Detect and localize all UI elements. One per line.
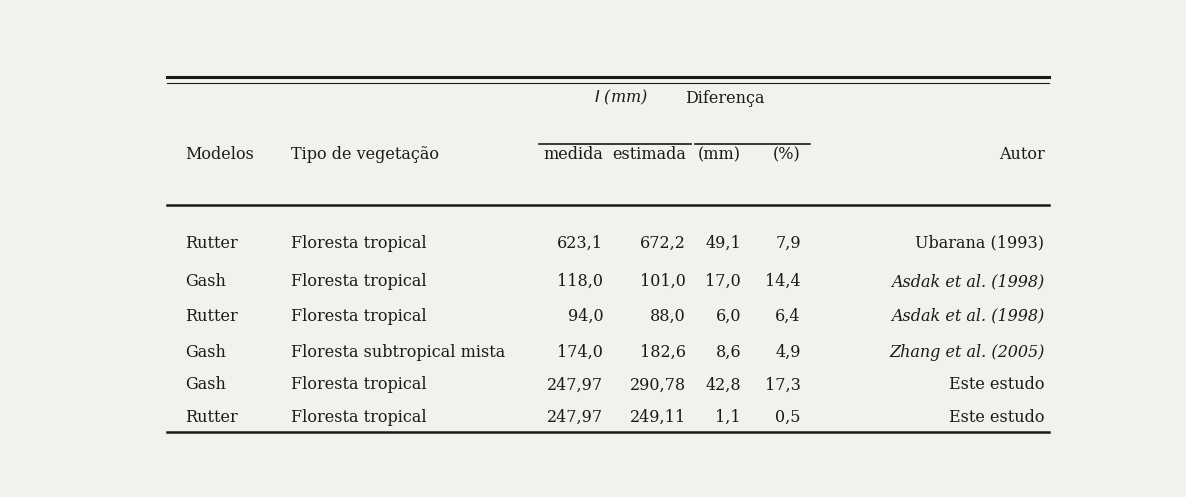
Text: (%): (%) xyxy=(773,146,801,163)
Text: Asdak et al. (1998): Asdak et al. (1998) xyxy=(891,308,1045,325)
Text: 101,0: 101,0 xyxy=(640,273,686,290)
Text: Gash: Gash xyxy=(185,376,225,394)
Text: Asdak et al. (1998): Asdak et al. (1998) xyxy=(891,273,1045,290)
Text: 623,1: 623,1 xyxy=(557,235,604,252)
Text: Rutter: Rutter xyxy=(185,308,237,325)
Text: 0,5: 0,5 xyxy=(776,409,801,426)
Text: 42,8: 42,8 xyxy=(706,376,741,394)
Text: 174,0: 174,0 xyxy=(557,344,604,361)
Text: Zhang et al. (2005): Zhang et al. (2005) xyxy=(890,344,1045,361)
Text: Gash: Gash xyxy=(185,344,225,361)
Text: Asdak et al. (1998): Asdak et al. (1998) xyxy=(891,273,1045,290)
Text: 88,0: 88,0 xyxy=(650,308,686,325)
Text: Este estudo: Este estudo xyxy=(949,376,1045,394)
Text: Zhang et al. (2005): Zhang et al. (2005) xyxy=(888,344,1045,361)
Text: Floresta tropical: Floresta tropical xyxy=(291,376,426,394)
Text: 14,4: 14,4 xyxy=(765,273,801,290)
Text: (mm): (mm) xyxy=(699,146,741,163)
Text: 290,78: 290,78 xyxy=(630,376,686,394)
Text: Rutter: Rutter xyxy=(185,409,237,426)
Text: Floresta tropical: Floresta tropical xyxy=(291,235,426,252)
Text: 672,2: 672,2 xyxy=(640,235,686,252)
Text: Tipo de vegetação: Tipo de vegetação xyxy=(291,146,439,163)
Text: Floresta subtropical mista: Floresta subtropical mista xyxy=(291,344,505,361)
Text: Este estudo: Este estudo xyxy=(949,409,1045,426)
Text: Rutter: Rutter xyxy=(185,235,237,252)
Text: 1,1: 1,1 xyxy=(715,409,741,426)
Text: Modelos: Modelos xyxy=(185,146,254,163)
Text: Ubarana (1993): Ubarana (1993) xyxy=(916,235,1045,252)
Text: Floresta tropical: Floresta tropical xyxy=(291,273,426,290)
Text: 8,6: 8,6 xyxy=(715,344,741,361)
Text: 94,0: 94,0 xyxy=(568,308,604,325)
Text: 17,3: 17,3 xyxy=(765,376,801,394)
Text: Floresta tropical: Floresta tropical xyxy=(291,308,426,325)
Text: 6,4: 6,4 xyxy=(776,308,801,325)
Text: Floresta tropical: Floresta tropical xyxy=(291,409,426,426)
Text: 6,0: 6,0 xyxy=(715,308,741,325)
Text: estimada: estimada xyxy=(612,146,686,163)
Text: 249,11: 249,11 xyxy=(630,409,686,426)
Text: 247,97: 247,97 xyxy=(547,376,604,394)
Text: $I$ (mm): $I$ (mm) xyxy=(594,88,648,107)
Text: medida: medida xyxy=(543,146,604,163)
Text: 4,9: 4,9 xyxy=(776,344,801,361)
Text: 49,1: 49,1 xyxy=(706,235,741,252)
Text: 247,97: 247,97 xyxy=(547,409,604,426)
Text: 17,0: 17,0 xyxy=(706,273,741,290)
Text: 7,9: 7,9 xyxy=(776,235,801,252)
Text: 182,6: 182,6 xyxy=(640,344,686,361)
Text: Asdak et al. (1998): Asdak et al. (1998) xyxy=(891,308,1045,325)
Text: 118,0: 118,0 xyxy=(557,273,604,290)
Text: Gash: Gash xyxy=(185,273,225,290)
Text: Autor: Autor xyxy=(999,146,1045,163)
Text: Diferença: Diferença xyxy=(684,90,764,107)
